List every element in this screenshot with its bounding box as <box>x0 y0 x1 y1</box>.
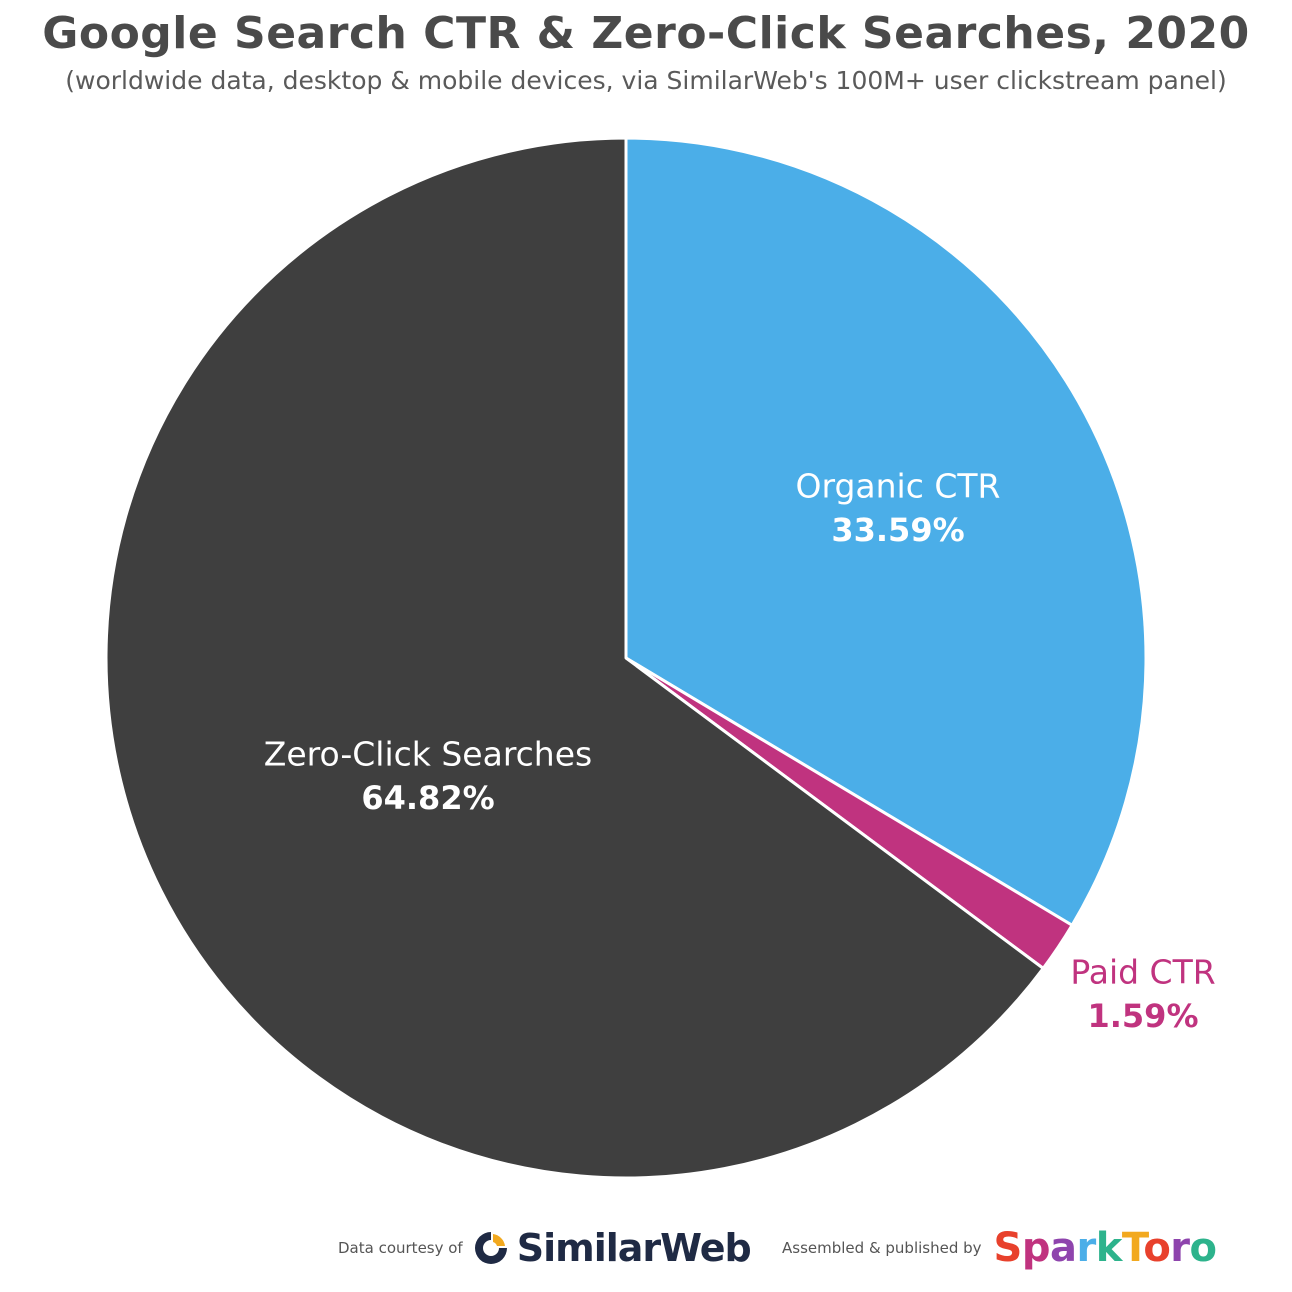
slice-value-paid-ctr: 1.59% <box>1087 997 1198 1035</box>
publisher-credit: Assembled & published by SparkToro <box>782 1218 1217 1278</box>
similarweb-logo: SimilarWeb <box>471 1226 752 1270</box>
slice-value-zero-click-searches: 64.82% <box>361 779 494 817</box>
sparktoro-logo: SparkToro <box>994 1225 1217 1271</box>
similarweb-wordmark: SimilarWeb <box>516 1226 752 1270</box>
slice-label-organic-ctr: Organic CTR <box>796 467 1001 506</box>
sparktoro-letter: T <box>1121 1225 1144 1271</box>
data-credit: Data courtesy of SimilarWeb <box>338 1218 752 1278</box>
sparktoro-letter: o <box>1189 1225 1217 1271</box>
sparktoro-letter: k <box>1095 1225 1123 1271</box>
sparktoro-letter: r <box>1076 1225 1096 1271</box>
similarweb-icon <box>474 1232 507 1264</box>
sparktoro-letter: p <box>1021 1225 1051 1271</box>
sparktoro-letter: a <box>1049 1225 1077 1271</box>
slice-value-organic-ctr: 33.59% <box>831 511 964 549</box>
pie-slice-organic-ctr <box>624 136 1148 927</box>
assembled-by-text: Assembled & published by <box>782 1239 982 1257</box>
sparktoro-letter: r <box>1170 1225 1190 1271</box>
sparktoro-letter: S <box>993 1225 1023 1271</box>
slice-label-zero-click-searches: Zero-Click Searches <box>264 735 592 774</box>
chart-title: Google Search CTR & Zero-Click Searches,… <box>42 8 1250 59</box>
sparktoro-letter: o <box>1143 1225 1171 1271</box>
pie-chart: Organic CTR 33.59% Paid CTR 1.59% Zero-Click… <box>104 136 1216 1180</box>
pie-slice-zero-click-searches <box>104 136 1045 1180</box>
chart-subtitle: (worldwide data, desktop & mobile device… <box>65 66 1227 95</box>
data-courtesy-text: Data courtesy of <box>338 1239 463 1257</box>
slice-label-paid-ctr: Paid CTR <box>1070 953 1215 992</box>
